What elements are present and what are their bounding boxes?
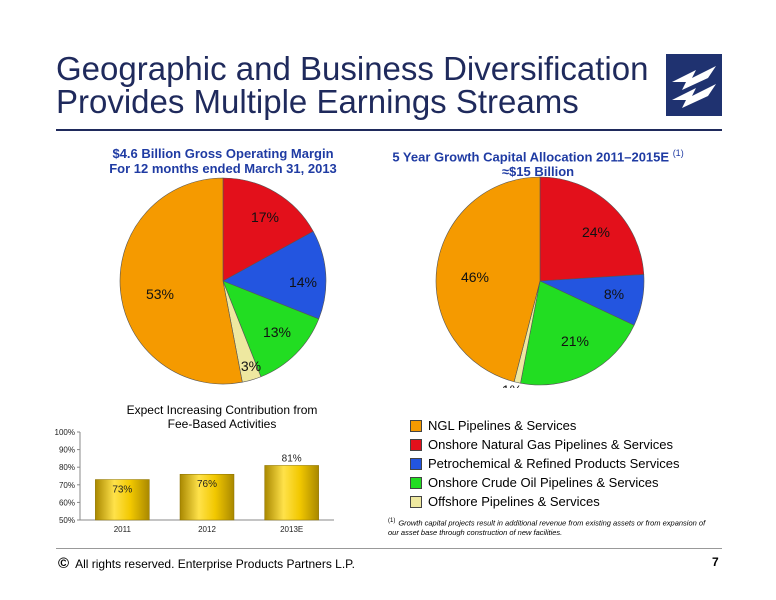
title-divider: [56, 129, 722, 131]
legend-label: Petrochemical & Refined Products Service…: [428, 456, 680, 471]
bar-y-tick-label: 80%: [59, 463, 75, 472]
bar-y-tick-label: 50%: [59, 516, 75, 525]
legend-label: Onshore Crude Oil Pipelines & Services: [428, 475, 659, 490]
bar-2011: [95, 479, 150, 521]
pie1-slice-2: [222, 230, 327, 320]
copyright: © All rights reserved. Enterprise Product…: [58, 555, 355, 572]
legend-item: Offshore Pipelines & Services: [410, 492, 679, 511]
pie2-slice-5: [435, 176, 541, 383]
pie1-title: $4.6 Billion Gross Operating Margin For …: [92, 146, 354, 176]
pie2-label-5: 46%: [461, 269, 489, 285]
bar-2012: [179, 473, 235, 521]
bar-y-tick-label: 60%: [59, 498, 75, 507]
footnote-text: Growth capital projects result in additi…: [388, 518, 706, 537]
footer-divider: [56, 548, 722, 549]
legend-swatch: [410, 419, 422, 432]
pie2-label-3: 21%: [561, 333, 589, 349]
pie1-label-5: 53%: [146, 286, 174, 302]
pie1-slice-1: [222, 177, 314, 282]
pie2-title-footnote-mark: (1): [672, 148, 684, 158]
bar-y-tick-label: 90%: [59, 446, 75, 455]
company-logo: [666, 54, 722, 116]
pie2-title-line-1: 5 Year Growth Capital Allocation 2011–20…: [392, 149, 670, 165]
legend-label: Onshore Natural Gas Pipelines & Services: [428, 437, 673, 452]
fee-based-contribution-bar-chart: 50% 60% 70% 80% 90% 100% 73% 2011 76% 2012 81% 2013…: [55, 428, 334, 534]
title-line-2: Provides Multiple Earnings Streams: [56, 83, 579, 120]
footnote: (1) Growth capital projects result in add…: [388, 517, 708, 537]
pie2-slice-1: [539, 176, 645, 282]
footnote-mark: (1): [388, 518, 396, 524]
pie2-label-2: 8%: [604, 286, 624, 302]
pie2-label-4: 1%: [502, 382, 522, 388]
pie1-label-1: 17%: [251, 209, 279, 225]
pie2-title: 5 Year Growth Capital Allocation 2011–20…: [388, 146, 688, 179]
bar-category-label: 2013E: [280, 525, 303, 534]
legend-swatch: [410, 457, 422, 470]
legend-swatch: [410, 438, 422, 451]
pie1-label-3: 13%: [263, 324, 291, 340]
bar-category-label: 2011: [114, 525, 132, 534]
page-number: 7: [712, 555, 719, 569]
bar-title-line-2: Fee-Based Activities: [167, 417, 277, 431]
legend: NGL Pipelines & Services Onshore Natural …: [410, 416, 679, 511]
bar-value-label: 73%: [112, 485, 132, 496]
pie2-title-line-2: ≈$15 Billion: [501, 164, 575, 180]
pie1-title-line-1: $4.6 Billion Gross Operating Margin: [112, 146, 334, 161]
bar-y-tick-label: 100%: [55, 428, 75, 437]
legend-swatch: [410, 476, 422, 489]
legend-item: Petrochemical & Refined Products Service…: [410, 454, 679, 473]
pie1-label-2: 14%: [289, 274, 317, 290]
bar-category-label: 2012: [198, 525, 216, 534]
pie1-title-line-2: For 12 months ended March 31, 2013: [109, 161, 337, 176]
gross-operating-margin-pie: 17% 14% 13% 3% 53%: [119, 177, 327, 385]
title-line-1: Geographic and Business Diversification: [56, 50, 649, 87]
pie1-slice-3: [222, 280, 320, 378]
pie2-slice-3: [520, 280, 635, 386]
slide-title: Geographic and Business Diversification …: [56, 52, 656, 118]
legend-item: Onshore Crude Oil Pipelines & Services: [410, 473, 679, 492]
legend-item: NGL Pipelines & Services: [410, 416, 679, 435]
lightning-logo-icon: [672, 66, 716, 108]
pie1-slice-5: [119, 177, 243, 385]
copyright-text: All rights reserved. Enterprise Products…: [75, 557, 355, 571]
pie1-label-4: 3%: [241, 358, 261, 374]
bar-chart-title: Expect Increasing Contribution from Fee-…: [96, 403, 348, 431]
pie2-label-1: 24%: [582, 224, 610, 240]
legend-item: Onshore Natural Gas Pipelines & Services: [410, 435, 679, 454]
bar-y-tick-label: 70%: [59, 481, 75, 490]
legend-label: Offshore Pipelines & Services: [428, 494, 600, 509]
legend-swatch: [410, 495, 422, 508]
growth-capital-pie: 24% 8% 21% 1% 46%: [435, 176, 645, 388]
bar-value-label: 76%: [197, 479, 217, 490]
bar-value-label: 81%: [282, 453, 302, 464]
legend-label: NGL Pipelines & Services: [428, 418, 577, 433]
bar-title-line-1: Expect Increasing Contribution from: [126, 403, 318, 417]
copyright-symbol: ©: [58, 555, 70, 572]
bar-2013E: [264, 465, 319, 521]
